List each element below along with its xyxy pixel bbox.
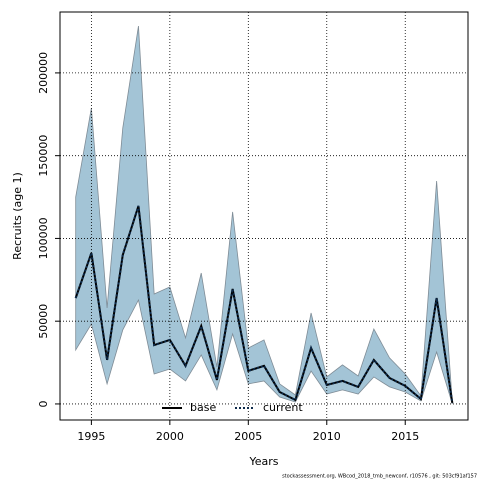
plot-frame [59, 11, 469, 421]
x-tick-label: 2015 [391, 430, 419, 443]
y-tick-label: 50000 [37, 304, 50, 339]
x-tick-label: 2005 [234, 430, 262, 443]
y-axis-label: Recruits (age 1) [11, 172, 24, 260]
y-tick-label: 150000 [37, 135, 50, 177]
y-tick-label: 100000 [37, 217, 50, 259]
x-axis-label: Years [248, 455, 278, 468]
x-tick-label: 2010 [313, 430, 341, 443]
x-tick-label: 2000 [156, 430, 184, 443]
series-line [74, 205, 454, 404]
y-tick-label: 0 [37, 400, 50, 407]
confidence-band [75, 26, 453, 405]
y-tick-label: 200000 [37, 52, 50, 94]
legend-label: current [263, 401, 303, 414]
legend-label: base [190, 401, 216, 414]
footnote: stockassessment.org, WBcod_2018_tmb_newc… [282, 474, 477, 480]
x-tick-label: 1995 [77, 430, 105, 443]
